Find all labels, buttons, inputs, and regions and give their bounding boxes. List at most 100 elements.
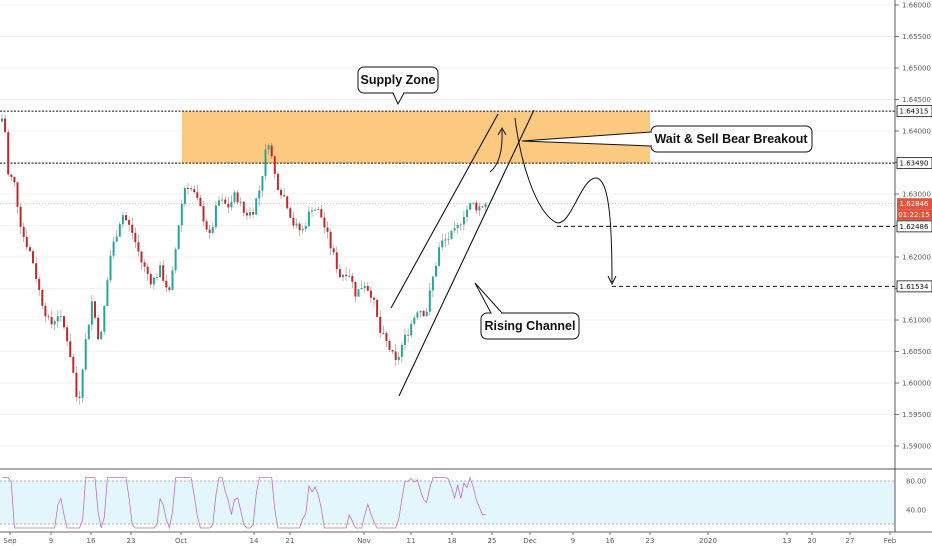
- candle-body: [385, 333, 388, 341]
- candle-body: [456, 224, 459, 229]
- y-tick-label: 1.64500: [902, 96, 931, 104]
- candle-body: [218, 200, 220, 206]
- candle-body: [78, 396, 81, 398]
- candle-body: [388, 340, 391, 350]
- x-tick-label: 14: [250, 537, 259, 545]
- candle-body: [106, 280, 109, 307]
- candle-body: [97, 317, 100, 340]
- candle-body: [369, 290, 372, 298]
- candle-body: [152, 277, 155, 285]
- candle-body: [332, 248, 335, 253]
- candle-body: [252, 212, 255, 215]
- candle-body: [342, 274, 344, 278]
- candle-body: [193, 189, 196, 193]
- candle-body: [317, 209, 320, 211]
- candle-body: [112, 241, 115, 256]
- candle-body: [205, 221, 208, 230]
- candle-body: [168, 287, 171, 290]
- candle-body: [196, 192, 199, 198]
- candle-body: [469, 203, 472, 210]
- candle-body: [16, 182, 19, 207]
- candle-body: [72, 357, 75, 373]
- candle-body: [373, 297, 375, 300]
- candle-body: [69, 341, 72, 358]
- candle-body: [131, 224, 134, 233]
- x-tick-label: Feb: [884, 537, 897, 545]
- candle-body: [233, 192, 236, 202]
- x-tick-label: 18: [448, 537, 457, 545]
- candle-body: [100, 331, 103, 340]
- x-tick-label: 23: [646, 537, 655, 545]
- y-tick-label: 1.65000: [902, 65, 931, 73]
- price-label-box: [897, 198, 932, 210]
- candle-body: [84, 339, 87, 370]
- drop-path-arrow: [514, 117, 613, 283]
- candlestick-series: [1, 114, 487, 405]
- candle-body: [115, 236, 118, 242]
- candle-body: [413, 317, 416, 324]
- x-tick-label: Sep: [3, 537, 17, 545]
- candle-body: [314, 210, 317, 211]
- candle-body: [255, 198, 258, 215]
- candle-body: [4, 118, 7, 133]
- candle-body: [159, 265, 162, 278]
- candle-body: [416, 312, 419, 318]
- candle-body: [50, 316, 53, 325]
- price-label-box: [896, 157, 932, 170]
- candle-body: [304, 226, 307, 229]
- candle-body: [44, 305, 47, 317]
- candle-body: [66, 327, 69, 342]
- price-label: 1.63490: [900, 160, 929, 168]
- candle-body: [425, 311, 428, 317]
- candle-body: [478, 206, 481, 211]
- rsi-tick-label: 40.00: [906, 507, 926, 515]
- candle-body: [118, 224, 121, 237]
- y-tick-label: 1.63000: [902, 191, 931, 199]
- candle-body: [121, 215, 124, 225]
- candle-body: [143, 262, 146, 267]
- candle-body: [56, 316, 59, 322]
- candle-body: [22, 226, 25, 237]
- candle-body: [326, 227, 329, 232]
- x-tick-label: Nov: [357, 537, 371, 545]
- candle-body: [444, 239, 447, 241]
- price-label: 1.62486: [900, 223, 929, 231]
- candle-body: [298, 223, 301, 231]
- channel-lower-line: [398, 109, 535, 397]
- candle-body: [289, 208, 292, 218]
- price-label-box: [897, 209, 932, 221]
- candle-body: [47, 316, 50, 318]
- candle-body: [273, 156, 276, 174]
- candle-body: [441, 240, 444, 248]
- x-tick-label: 13: [783, 537, 792, 545]
- candle-body: [264, 149, 267, 176]
- candle-body: [245, 212, 248, 216]
- candle-body: [165, 280, 168, 288]
- candle-body: [249, 212, 251, 216]
- candle-body: [379, 316, 382, 333]
- x-tick-label: 11: [407, 537, 416, 545]
- candle-body: [410, 323, 413, 336]
- candle-body: [174, 249, 177, 271]
- candle-body: [283, 195, 286, 197]
- time-axis: Sep 9 16 23 Oct 14 21 Nov 11 18 25 Dec 9 16 23 2020 13 20…: [3, 532, 897, 545]
- candle-body: [391, 349, 394, 352]
- candle-body: [180, 203, 183, 226]
- rising-channel-callout: Rising Channel: [474, 282, 580, 340]
- candle-body: [10, 174, 13, 177]
- x-tick-label: 2020: [699, 537, 717, 545]
- candle-body: [35, 263, 38, 280]
- candle-body: [75, 372, 78, 397]
- candle-body: [208, 229, 211, 233]
- candle-body: [431, 276, 434, 291]
- candle-body: [404, 334, 406, 345]
- candle-body: [472, 202, 475, 204]
- breakout-callout: Wait & Sell Bear Breakout: [521, 125, 813, 153]
- y-tick-label: 1.59000: [902, 443, 931, 451]
- candle-body: [354, 281, 357, 297]
- candle-body: [453, 228, 456, 231]
- y-tick-label: 1.66000: [902, 2, 931, 10]
- candle-body: [32, 251, 34, 264]
- candle-body: [63, 316, 65, 328]
